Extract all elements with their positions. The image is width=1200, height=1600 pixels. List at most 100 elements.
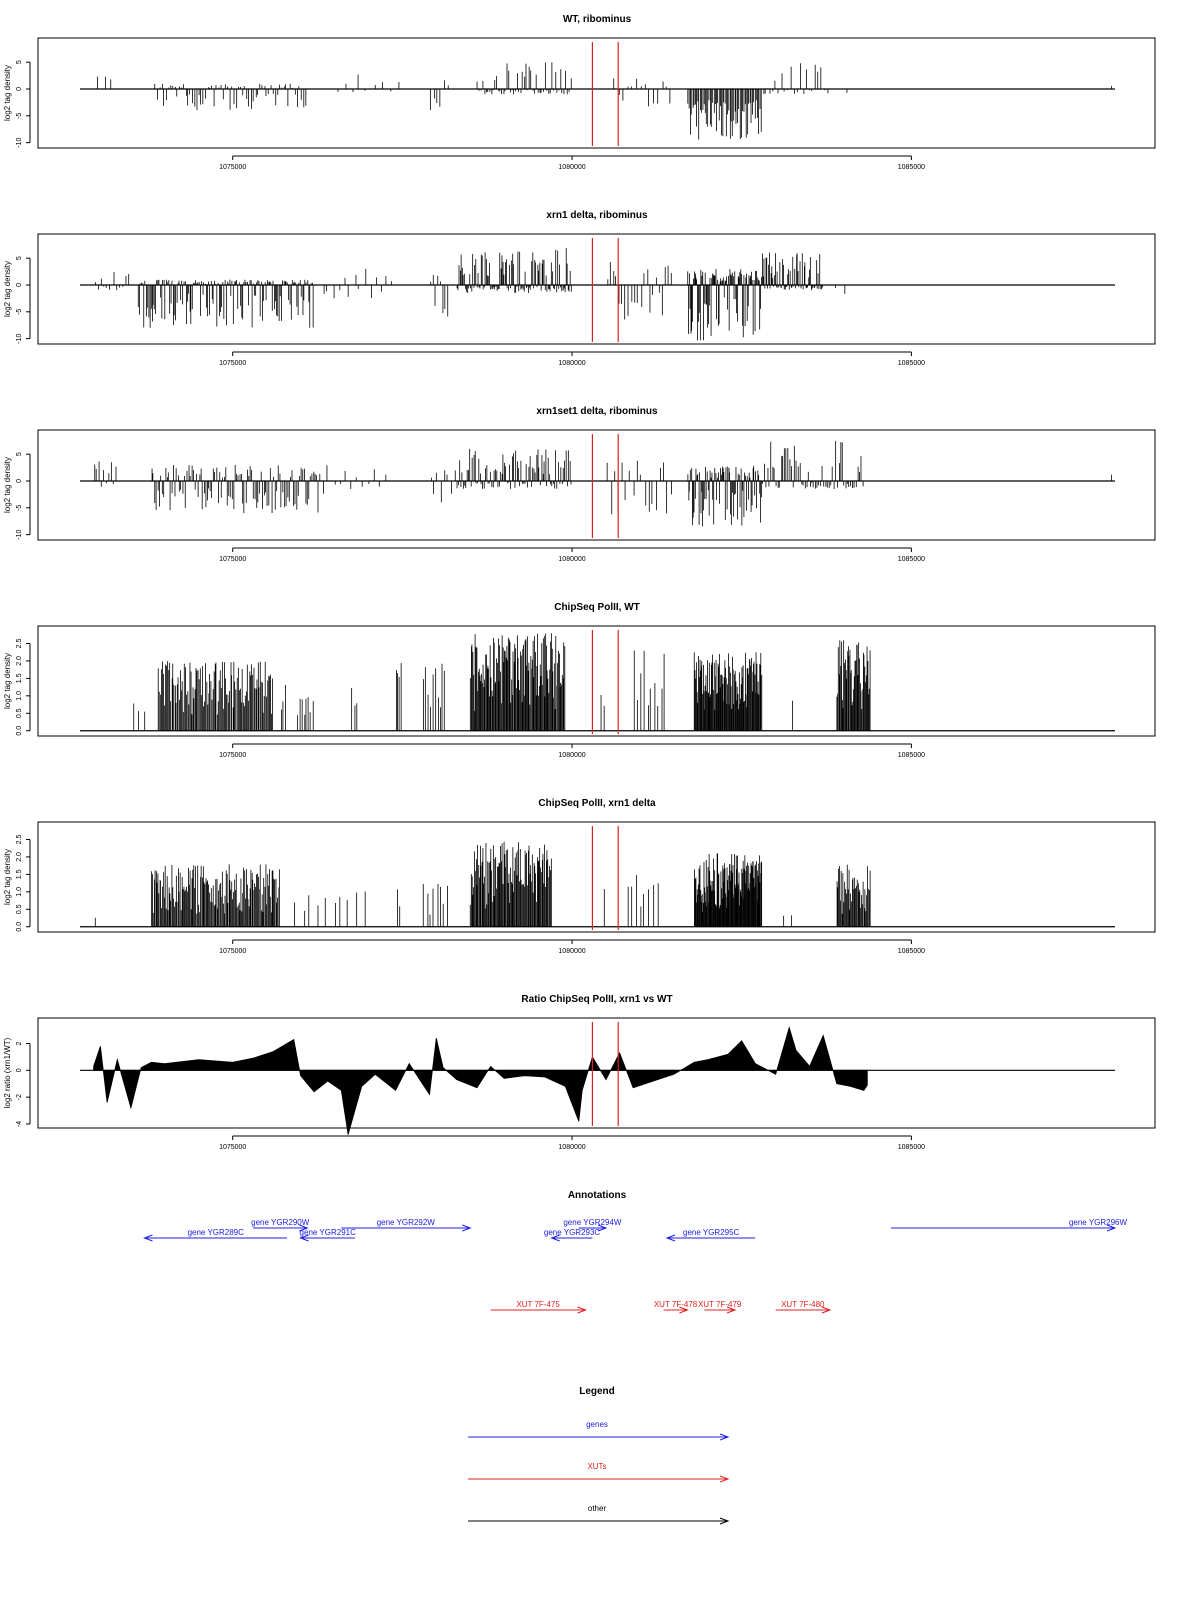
feature-arrowhead (679, 1306, 689, 1314)
plot-frame (37, 1017, 1156, 1129)
chart-panel-4: ChipSeq PolII, WT 0.0 0.5 1.0 1.5 2.0 2.5 log2 … (3, 602, 1156, 759)
y-tick-label: 5 (16, 452, 23, 456)
x-tick-label: 1085000 (898, 948, 925, 955)
x-tick-label: 1080000 (558, 164, 585, 171)
y-tick-label: 0 (16, 479, 23, 483)
x-tick-label: 1075000 (219, 360, 246, 367)
legend-title: Legend (579, 1386, 615, 1397)
chart-title: ChipSeq PolII, xrn1 delta (538, 798, 656, 809)
plot-frame (37, 37, 1156, 149)
y-tick-label: 0 (16, 1068, 23, 1072)
y-tick-label: 1.0 (16, 887, 23, 897)
x-tick-label: 1085000 (898, 752, 925, 759)
x-tick-label: 1075000 (219, 556, 246, 563)
feature-label: gene YGR294W (563, 1218, 622, 1227)
legend-arrowhead (719, 1517, 730, 1525)
legend-label: XUTs (587, 1462, 606, 1471)
plot-frame (37, 821, 1156, 933)
y-tick-label: 0.5 (16, 708, 23, 718)
y-tick-label: 2.0 (16, 656, 23, 666)
y-tick-label: -4 (16, 1121, 23, 1127)
y-axis-label: log2 tag density (3, 65, 12, 121)
legend-panel: Legend genes XUTs other (468, 1386, 730, 1525)
y-axis-label: log2 tag density (3, 849, 12, 905)
y-tick-label: -10 (16, 529, 23, 539)
y-tick-label: 2.0 (16, 852, 23, 862)
x-tick-label: 1080000 (558, 752, 585, 759)
feature-arrowhead (550, 1234, 560, 1242)
plot-frame (37, 233, 1156, 345)
feature-label: XUT 7F-475 (516, 1300, 560, 1309)
feature-label: gene YGR293C (544, 1228, 601, 1237)
feature-label: gene YGR295C (683, 1228, 740, 1237)
feature-label: gene YGR289C (188, 1228, 245, 1237)
y-tick-label: 0 (16, 87, 23, 91)
x-tick-label: 1080000 (558, 1144, 585, 1151)
chart-title: Ratio ChipSeq PolII, xrn1 vs WT (521, 994, 672, 1005)
y-tick-label: -5 (16, 505, 23, 511)
y-tick-label: -10 (16, 137, 23, 147)
chart-title: xrn1set1 delta, ribominus (536, 406, 658, 417)
y-axis-label: log2 ratio (xrn1/WT) (3, 1037, 12, 1108)
x-tick-label: 1075000 (219, 164, 246, 171)
y-tick-label: 1.5 (16, 869, 23, 879)
feature-arrowhead (143, 1234, 153, 1242)
annotations-title: Annotations (568, 1190, 627, 1201)
chart-panel-6: Ratio ChipSeq PolII, xrn1 vs WT -4 -2 0 2 log… (3, 994, 1156, 1151)
x-tick-label: 1080000 (558, 556, 585, 563)
legend-arrowhead (719, 1475, 730, 1483)
feature-label: gene YGR292W (377, 1218, 436, 1227)
x-tick-label: 1085000 (898, 1144, 925, 1151)
y-axis-label: log2 tag density (3, 457, 12, 513)
x-tick-label: 1080000 (558, 948, 585, 955)
x-tick-label: 1075000 (219, 948, 246, 955)
feature-arrowhead (665, 1234, 676, 1242)
feature-label: gene YGR290W (251, 1218, 310, 1227)
y-tick-label: 1.5 (16, 673, 23, 683)
feature-arrowhead (821, 1306, 832, 1314)
feature-arrowhead (1106, 1224, 1117, 1232)
y-tick-label: -2 (16, 1094, 23, 1100)
x-tick-label: 1075000 (219, 752, 246, 759)
y-tick-label: 2.5 (16, 638, 23, 648)
x-tick-label: 1085000 (898, 164, 925, 171)
chart-panel-1: WT, ribominus -10 -5 0 5 log2 tag density 1075… (3, 14, 1156, 171)
plot-frame (37, 625, 1156, 737)
y-tick-label: 0.0 (16, 726, 23, 736)
y-tick-label: -5 (16, 309, 23, 315)
plot-frame (37, 429, 1156, 541)
y-tick-label: 1.0 (16, 691, 23, 701)
legend-label: other (588, 1504, 607, 1513)
chart-title: ChipSeq PolII, WT (554, 602, 640, 613)
feature-label: gene YGR291C (300, 1228, 357, 1237)
y-tick-label: 5 (16, 60, 23, 64)
feature-label: XUT 7F-479 (698, 1300, 742, 1309)
chart-panel-5: ChipSeq PolII, xrn1 delta 0.0 0.5 1.0 1.5 2.0… (3, 798, 1156, 955)
y-tick-label: 2.5 (16, 834, 23, 844)
feature-arrowhead (577, 1306, 588, 1314)
ratio-area (93, 1025, 868, 1135)
chart-panel-2: xrn1 delta, ribominus -10 -5 0 5 log2 tag den… (3, 210, 1156, 367)
y-axis-label: log2 tag density (3, 653, 12, 709)
chart-panel-3: xrn1set1 delta, ribominus -10 -5 0 5 log2 tag… (3, 406, 1156, 563)
feature-arrowhead (462, 1224, 472, 1232)
legend-arrowhead (719, 1433, 730, 1441)
x-tick-label: 1080000 (558, 360, 585, 367)
feature-arrowhead (299, 1234, 309, 1242)
legend-label: genes (586, 1420, 608, 1429)
y-tick-label: 0 (16, 283, 23, 287)
y-tick-label: 0.5 (16, 904, 23, 914)
feature-arrowhead (597, 1224, 608, 1232)
x-tick-label: 1085000 (898, 556, 925, 563)
x-tick-label: 1075000 (219, 1144, 246, 1151)
y-tick-label: -5 (16, 113, 23, 119)
chart-title: WT, ribominus (563, 14, 632, 25)
feature-label: XUT 7F-478 (654, 1300, 698, 1309)
feature-arrowhead (726, 1306, 737, 1314)
feature-label: gene YGR296W (1069, 1218, 1128, 1227)
feature-arrowhead (299, 1224, 309, 1232)
x-tick-label: 1085000 (898, 360, 925, 367)
y-tick-label: -10 (16, 333, 23, 343)
